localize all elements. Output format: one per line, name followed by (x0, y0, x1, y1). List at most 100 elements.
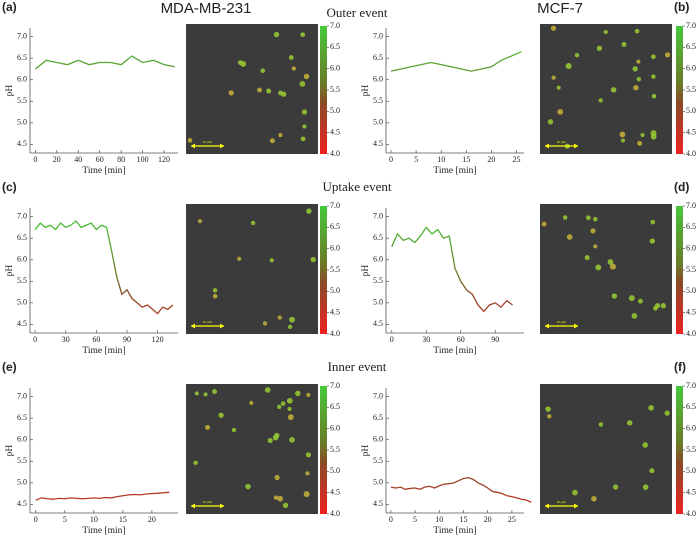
particle (574, 52, 580, 58)
particle (231, 427, 237, 433)
scale-label: 10 µm (556, 500, 565, 504)
x-tick-label: 120 (152, 335, 164, 344)
y-tick-label: 5.5 (373, 456, 383, 465)
particle (237, 256, 242, 261)
x-axis-label: Time [min] (82, 166, 125, 176)
y-tick-label: 4.5 (17, 499, 27, 508)
particle (572, 489, 578, 496)
particle (651, 74, 656, 79)
particle (637, 140, 643, 146)
y-tick-label: 4.5 (373, 499, 383, 508)
colorbar-tick-label: 4.0 (686, 329, 696, 338)
colorbar-tick-label: 7.0 (686, 21, 696, 30)
particle (551, 75, 556, 80)
particle (305, 452, 312, 458)
colorbar-tick-label: 4.5 (686, 307, 696, 316)
colorbar-tick-label: 5.0 (686, 106, 696, 115)
scale-arrow (545, 503, 578, 509)
x-tick-label: 15 (459, 515, 467, 524)
x-tick-label: 60 (92, 335, 100, 344)
particle (610, 87, 617, 93)
colorbar-tick-label: 7.0 (686, 201, 696, 210)
particle (628, 295, 635, 302)
particle (642, 484, 649, 490)
y-tick-label: 4.5 (373, 319, 383, 328)
particle (649, 468, 655, 474)
scale-arrow (545, 323, 578, 329)
x-tick-label: 25 (512, 155, 520, 164)
y-tick-label: 5.0 (17, 478, 27, 487)
particle (650, 130, 657, 137)
panel-label: (c) (2, 180, 17, 194)
particle (260, 68, 266, 74)
particle (257, 87, 262, 93)
colorbar-tick-label: 7.0 (686, 381, 696, 390)
particle (545, 406, 551, 412)
ph-line (390, 476, 532, 503)
particle (619, 131, 626, 138)
particle (620, 138, 626, 143)
x-axis-label: Time [min] (433, 346, 476, 356)
x-tick-label: 30 (422, 335, 430, 344)
particle (566, 234, 573, 240)
scale-label: 10 µm (556, 320, 565, 324)
colorbar-tick-label: 4.5 (330, 487, 340, 496)
particle (310, 256, 316, 263)
particle (300, 32, 306, 38)
particle (603, 29, 608, 35)
particle (664, 410, 670, 416)
y-tick-label: 5.0 (17, 298, 27, 307)
colorbar-tick-label: 4.0 (686, 509, 696, 518)
event-header: Uptake event (323, 179, 392, 194)
particle (266, 88, 272, 94)
panel-label: (a) (2, 0, 17, 14)
particle (295, 390, 301, 397)
y-tick-label: 5.5 (373, 96, 383, 105)
colorbar-tick-label: 6.5 (686, 222, 696, 231)
event-header: Inner event (328, 359, 387, 374)
particle (277, 495, 284, 502)
x-tick-label: 0 (34, 515, 38, 524)
y-axis-label: pH (361, 265, 371, 277)
scale-arrow (191, 143, 224, 149)
particle (212, 293, 218, 299)
colorbar-tick-label: 5.5 (686, 265, 696, 274)
particle (636, 59, 641, 64)
x-tick-label: 20 (53, 155, 61, 164)
particle (205, 424, 211, 430)
particle (194, 391, 199, 396)
particle (306, 208, 312, 214)
ph-line (34, 220, 174, 315)
particle (273, 495, 279, 500)
colorbar-tick-label: 6.0 (330, 243, 340, 252)
particle (305, 471, 310, 476)
particle (264, 387, 271, 393)
particle (633, 85, 639, 91)
microscopy-image (540, 24, 672, 154)
y-tick-label: 6.5 (17, 413, 27, 422)
colorbar-tick-label: 7.0 (330, 21, 340, 30)
particle (274, 432, 280, 438)
colorbar-tick-label: 5.0 (686, 466, 696, 475)
colorbar (676, 386, 683, 514)
particle (212, 288, 218, 293)
particle (586, 215, 591, 221)
microscopy-image (540, 384, 672, 514)
y-tick-label: 6.0 (373, 255, 383, 264)
particle (640, 132, 645, 138)
particle (245, 483, 251, 490)
colorbar-tick-label: 7.0 (330, 381, 340, 390)
particle (660, 303, 667, 309)
colorbar-tick-label: 5.0 (686, 286, 696, 295)
particle (301, 109, 308, 115)
y-tick-label: 7.0 (373, 391, 383, 400)
particle (269, 258, 274, 263)
x-tick-label: 40 (74, 155, 82, 164)
y-tick-label: 4.5 (17, 319, 27, 328)
microscopy-image (186, 384, 318, 514)
particle (636, 76, 642, 82)
particle (302, 124, 307, 129)
particle (612, 484, 619, 490)
colorbar-tick-label: 6.0 (686, 243, 696, 252)
y-tick-label: 6.5 (373, 413, 383, 422)
